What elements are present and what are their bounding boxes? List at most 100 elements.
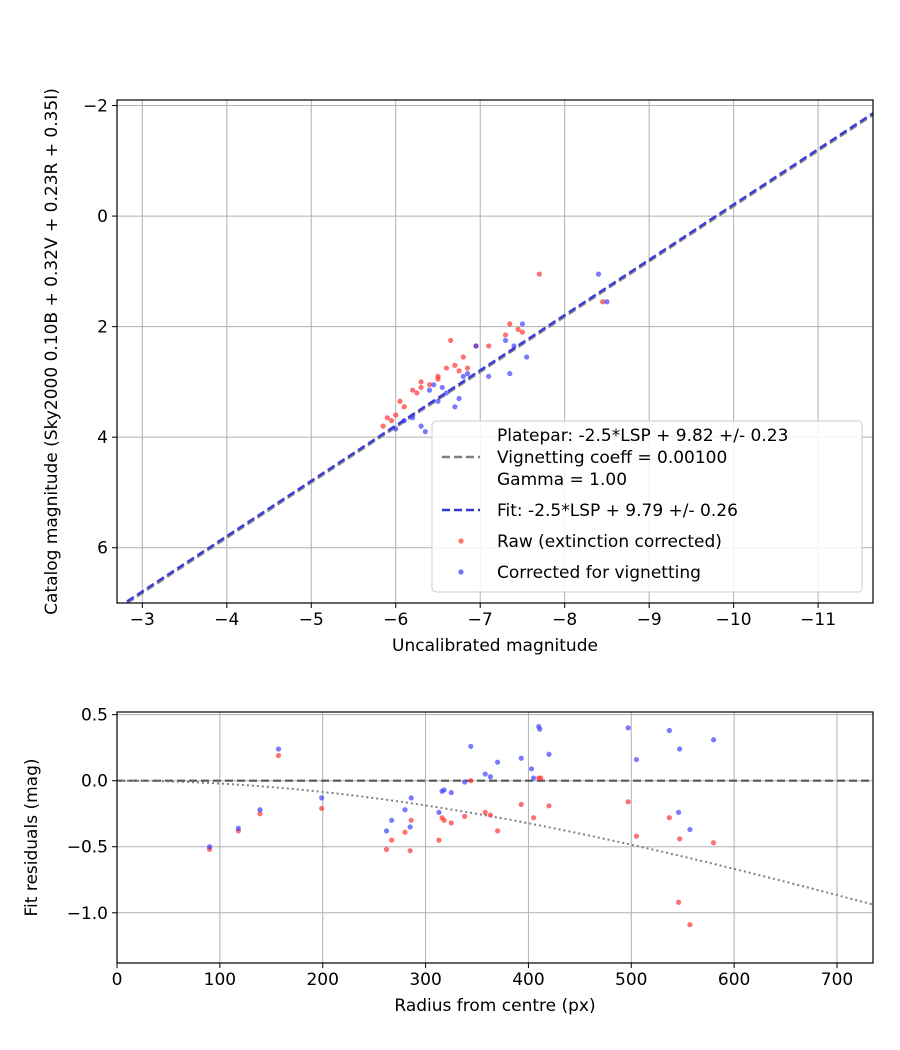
data-point-raw [257,811,263,817]
data-point-raw [494,828,501,834]
data-point-corrected [519,321,526,327]
data-point-corrected [418,423,424,429]
residuals-ticks: 0 100 200 300 400 500 600 700 0.5 0.0 −0.5 −1.0 [67,706,854,990]
calibration-legend: Platepar: -2.5*LSP + 9.82 +/- 0.23Vignet… [431,420,863,593]
x-tick-label: −11 [800,610,836,630]
data-point-corrected [473,343,479,349]
data-point-corrected [452,404,458,410]
data-point-raw [441,817,447,823]
legend-entry-text: Corrected for vignetting [497,563,701,583]
calibration-chart: −3 −4 −5 −6 −7 −8 −9 −10 −11 −2 0 2 4 6 Uncalibrated … [42,88,874,656]
data-point-raw [456,368,462,374]
data-point-raw [710,840,717,846]
data-point-corrected [546,751,552,757]
data-point-raw [452,362,458,368]
x-tick-label: −8 [552,610,577,630]
legend-box [431,420,863,593]
data-point-corrected [402,807,408,813]
data-point-raw [536,271,542,277]
data-point-raw [464,365,471,371]
data-point-corrected [460,373,466,379]
data-point-corrected [383,828,390,834]
y-tick-label: −0.5 [67,838,108,858]
data-point-corrected [530,775,537,781]
residuals-plot-frame [116,711,874,964]
data-point-raw [393,412,399,418]
x-tick-label: −6 [383,610,408,630]
data-point-corrected [235,825,241,831]
data-point-raw [408,817,414,823]
data-point-raw [538,775,544,781]
data-point-raw [435,376,441,382]
legend-entry-text: Vignetting coeff = 0.00100 [497,448,727,468]
data-point-corrected [448,789,454,796]
data-point-raw [625,799,631,805]
data-point-corrected [431,382,437,388]
data-point-raw [383,846,390,852]
data-point-raw [519,329,526,335]
data-point-corrected [441,787,447,793]
data-point-raw [426,382,433,388]
data-point-corrected [482,771,488,777]
fit-line [122,112,873,603]
data-point-corrected [468,743,474,749]
data-point-corrected [439,384,445,391]
data-point-corrected [524,354,530,360]
data-point-corrected [676,809,682,816]
data-point-corrected [537,726,543,732]
platepar-line [124,113,873,603]
data-point-raw [676,899,682,905]
data-point-raw [486,343,492,349]
x-tick-label: −3 [130,610,155,630]
residuals-x-axis-label: Radius from centre (px) [394,996,595,1016]
y-tick-label: 4 [97,428,108,448]
data-point-raw [380,423,386,429]
data-point-raw [388,417,395,424]
calibration-plot-frame [116,99,874,604]
data-point-corrected [389,817,395,823]
y-tick-label: 0 [97,207,108,227]
data-point-raw [546,803,552,809]
data-point-corrected [464,371,471,377]
data-point-corrected [257,807,263,813]
data-point-raw [414,390,420,396]
calibration-x-axis-label: Uncalibrated magnitude [392,636,598,656]
vignetting-curve [117,779,873,906]
data-point-raw [397,398,403,404]
data-point-corrected [408,795,414,801]
data-point-raw [687,922,693,928]
x-tick-label: −7 [468,610,493,630]
calibration-fit-lines [122,112,873,603]
x-tick-label: −9 [637,610,662,630]
data-point-corrected [486,373,492,379]
data-point-corrected [393,426,399,432]
legend-entry-text: Platepar: -2.5*LSP + 9.82 +/- 0.23 [497,426,788,446]
data-point-raw [448,337,454,344]
x-tick-label: 400 [512,970,544,990]
data-point-corrected [462,779,468,785]
data-point-corrected [666,727,672,734]
data-point-raw [502,332,509,338]
data-point-corrected [604,299,610,305]
data-point-corrected [435,398,441,404]
data-point-raw [448,820,454,826]
data-point-corrected [710,737,717,743]
data-point-raw [487,812,493,818]
y-tick-label: 2 [97,318,108,338]
data-point-raw [468,778,474,784]
legend-entry-text: Gamma = 1.00 [497,470,627,490]
residuals-reference-lines [117,779,873,906]
x-tick-label: −10 [716,610,752,630]
x-tick-label: 100 [204,970,236,990]
y-tick-label: 0.0 [81,772,108,792]
calibration-y-axis-label: Catalog magnitude (Sky2000 0.10B + 0.32V… [42,88,62,615]
data-point-corrected [401,417,407,424]
y-tick-label: 0.5 [81,706,108,726]
data-point-corrected [677,746,683,752]
data-point-raw [389,837,395,843]
data-point-raw [384,415,390,421]
y-tick-label: −1.0 [67,904,108,924]
data-point-corrected [426,387,433,393]
data-point-raw [402,829,408,835]
